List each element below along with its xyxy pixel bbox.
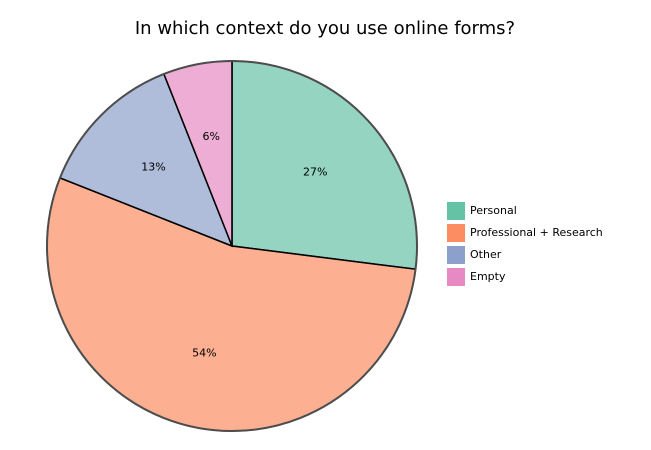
legend-swatch-personal — [447, 202, 465, 220]
pie-slices — [46, 60, 418, 432]
pie-label-other: 13% — [141, 161, 165, 174]
pie-label-professional-research: 54% — [192, 347, 216, 360]
chart-legend: Personal Professional + Research Other Empt… — [447, 202, 603, 286]
pie-value-labels: 27% 54% 13% 6% — [141, 130, 327, 360]
chart-title: In which context do you use online forms… — [135, 18, 515, 39]
pie-outline — [46, 60, 418, 432]
legend-label-other: Other — [470, 248, 502, 261]
legend-label-empty: Empty — [470, 270, 506, 283]
legend-swatch-professional-research — [447, 224, 465, 242]
legend-swatch-other — [447, 246, 465, 264]
pie-label-empty: 6% — [202, 130, 219, 143]
pie-label-personal: 27% — [303, 166, 327, 179]
legend-swatch-empty — [447, 268, 465, 286]
legend-label-professional-research: Professional + Research — [470, 226, 603, 239]
legend-label-personal: Personal — [470, 204, 517, 217]
